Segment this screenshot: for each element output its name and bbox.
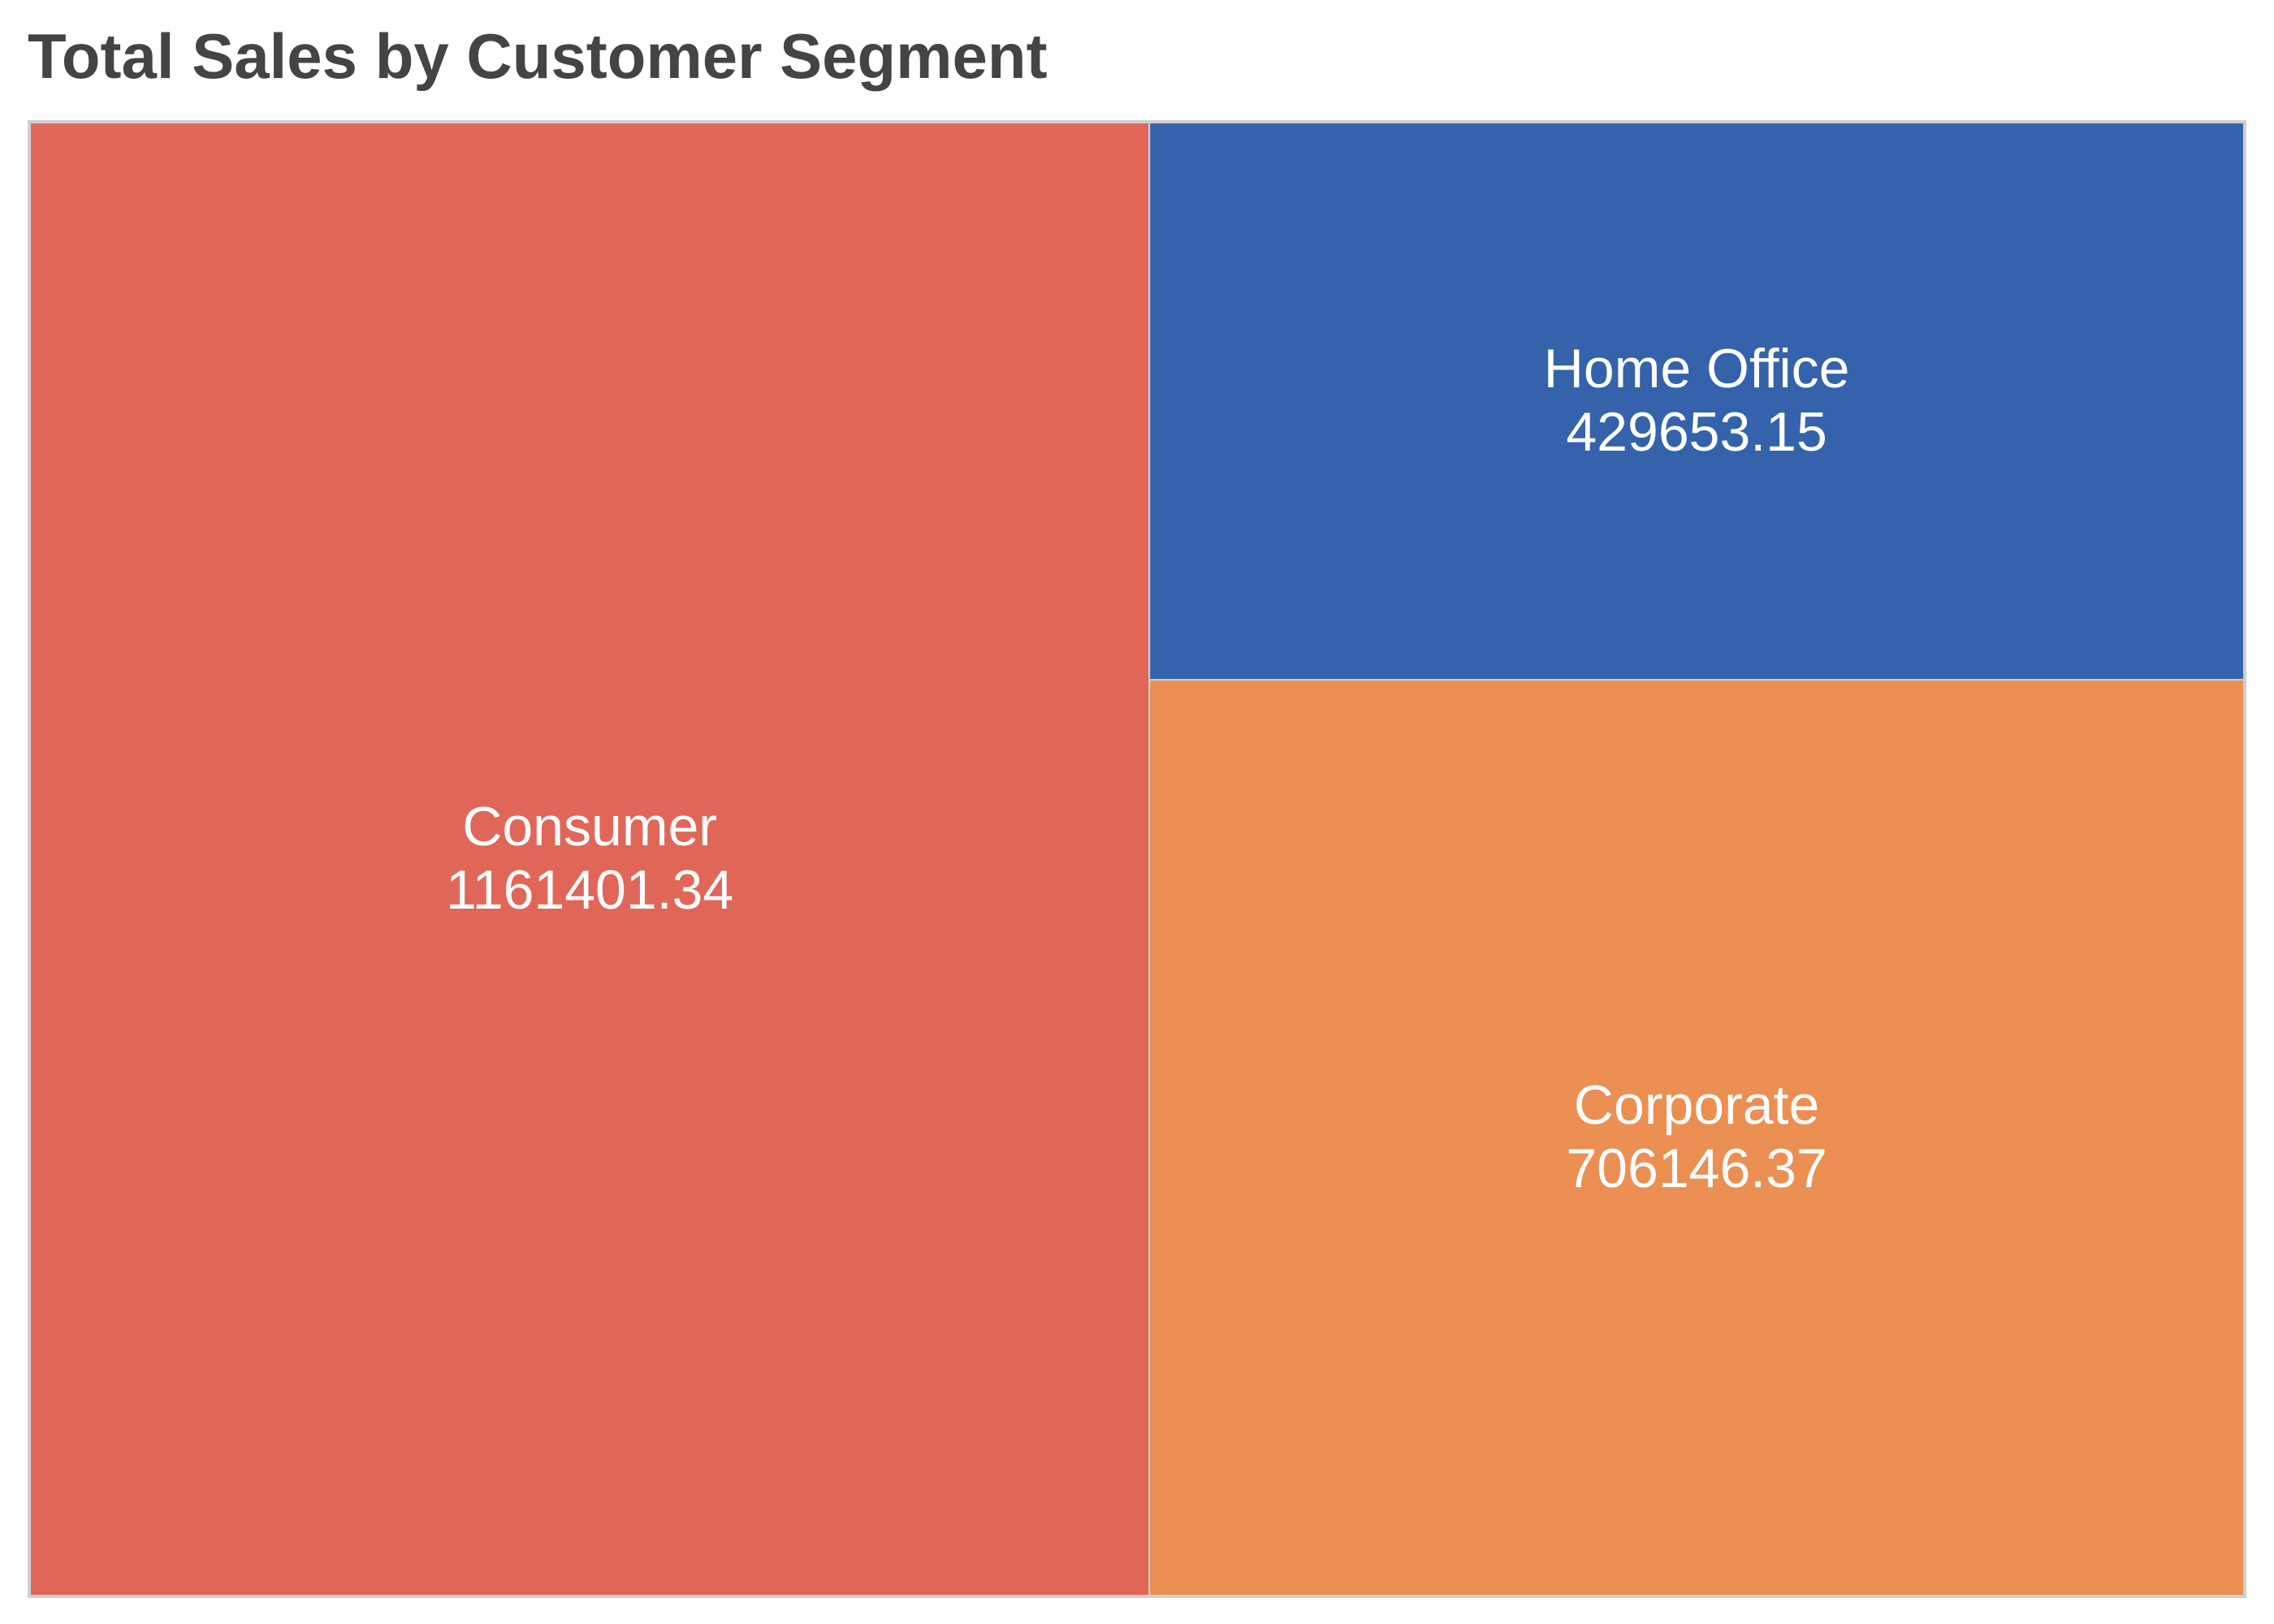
treemap-rect-consumer — [30, 123, 1151, 1596]
treemap-plot-area: Consumer 1161401.34 Home Office 429653.15 Co… — [28, 120, 2246, 1598]
treemap-rect-home-office — [1148, 123, 2244, 681]
chart-title: Total Sales by Customer Segment — [28, 20, 1048, 92]
treemap-label-home-office: Home Office — [1544, 338, 1850, 400]
treemap-label-consumer: Consumer — [462, 796, 717, 857]
treemap-rect-corporate — [1148, 679, 2244, 1596]
treemap-value-consumer: 1161401.34 — [446, 859, 733, 921]
treemap-value-corporate: 706146.37 — [1566, 1138, 1827, 1199]
treemap-label-corporate: Corporate — [1574, 1074, 1819, 1136]
treemap-value-home-office: 429653.15 — [1566, 401, 1827, 463]
